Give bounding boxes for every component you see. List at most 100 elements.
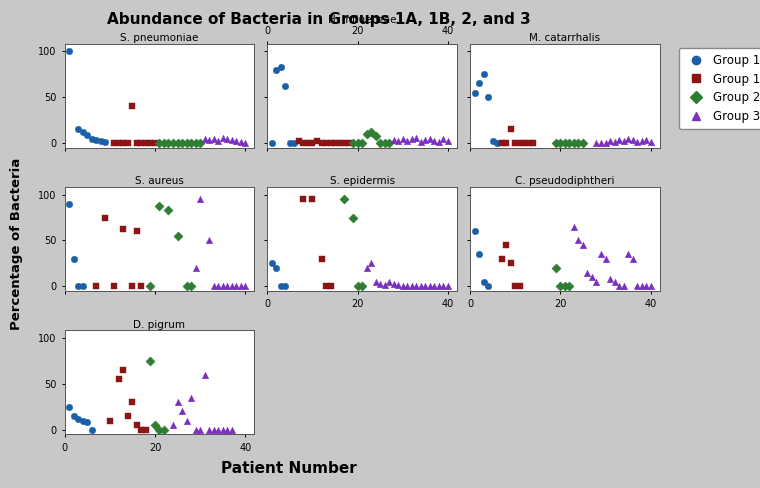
Point <box>271 66 283 74</box>
Point <box>410 134 423 142</box>
Point <box>420 283 432 290</box>
Point <box>549 264 562 272</box>
Point <box>140 139 152 147</box>
Point <box>613 137 625 144</box>
Point <box>347 139 359 147</box>
Point <box>635 138 648 145</box>
Point <box>631 138 643 146</box>
Point <box>397 135 409 142</box>
Point <box>591 278 603 286</box>
Point <box>144 139 157 147</box>
Point <box>185 283 197 290</box>
Point <box>154 139 166 147</box>
Point <box>383 139 395 147</box>
Point <box>424 135 436 142</box>
Point <box>185 139 197 147</box>
Point <box>325 139 337 147</box>
Point <box>595 139 607 147</box>
Point <box>320 139 332 147</box>
Title: H. influenzae: H. influenzae <box>328 15 397 25</box>
Point <box>356 139 369 147</box>
Point <box>185 394 197 402</box>
Point <box>383 278 395 286</box>
Point <box>283 139 296 147</box>
Point <box>221 283 233 290</box>
Point <box>433 283 445 290</box>
Point <box>72 125 84 133</box>
Point <box>577 139 589 147</box>
Point <box>420 137 432 144</box>
Point <box>63 47 75 55</box>
Point <box>356 283 369 290</box>
Point <box>618 138 630 145</box>
Legend: Group 1A, Group 1B, Group 2, Group 3: Group 1A, Group 1B, Group 2, Group 3 <box>679 48 760 129</box>
Point <box>442 138 454 145</box>
Point <box>505 125 517 133</box>
Point <box>221 135 233 142</box>
Point <box>563 139 575 147</box>
Point <box>613 283 625 290</box>
Point <box>126 283 138 290</box>
Point <box>235 138 247 146</box>
Point <box>117 139 129 147</box>
Point <box>117 366 129 374</box>
Point <box>306 195 318 203</box>
Point <box>365 128 377 136</box>
Point <box>577 241 589 249</box>
Point <box>568 139 580 147</box>
Point <box>117 224 129 232</box>
Point <box>429 283 441 290</box>
Point <box>126 102 138 110</box>
Point <box>203 137 215 144</box>
Point <box>392 281 404 288</box>
Point <box>338 195 350 203</box>
Point <box>279 82 291 90</box>
Point <box>581 269 594 277</box>
Point <box>99 138 111 146</box>
Point <box>554 139 566 147</box>
Point <box>406 136 418 143</box>
Point <box>568 223 580 231</box>
Point <box>360 264 372 272</box>
Point <box>95 138 107 145</box>
Point <box>217 426 229 434</box>
Point <box>203 426 215 434</box>
Point <box>180 417 192 425</box>
Point <box>212 283 224 290</box>
Point <box>90 137 103 144</box>
Point <box>424 283 436 290</box>
Point <box>415 138 427 146</box>
Point <box>586 273 598 281</box>
Point <box>505 260 517 267</box>
Point <box>189 426 201 434</box>
Point <box>207 136 220 143</box>
Point <box>226 426 238 434</box>
Point <box>103 417 116 425</box>
Point <box>275 283 287 290</box>
Point <box>108 283 120 290</box>
Point <box>131 421 143 429</box>
Point <box>198 135 211 142</box>
Point <box>352 283 364 290</box>
Point <box>365 260 377 267</box>
Text: Abundance of Bacteria in Groups 1A, 1B, 2, and 3: Abundance of Bacteria in Groups 1A, 1B, … <box>107 12 531 27</box>
Point <box>473 250 485 258</box>
Point <box>63 403 75 411</box>
Point <box>406 283 418 290</box>
Point <box>68 412 80 420</box>
Point <box>221 426 233 434</box>
Point <box>549 139 562 147</box>
Point <box>279 283 291 290</box>
Point <box>640 137 652 144</box>
Point <box>640 283 652 290</box>
Point <box>212 426 224 434</box>
Point <box>631 283 643 290</box>
Point <box>226 283 238 290</box>
Point <box>438 283 450 290</box>
Point <box>509 283 521 290</box>
Point <box>360 130 372 138</box>
Point <box>415 283 427 290</box>
Point <box>325 283 337 290</box>
Point <box>338 139 350 147</box>
Point <box>604 138 616 145</box>
